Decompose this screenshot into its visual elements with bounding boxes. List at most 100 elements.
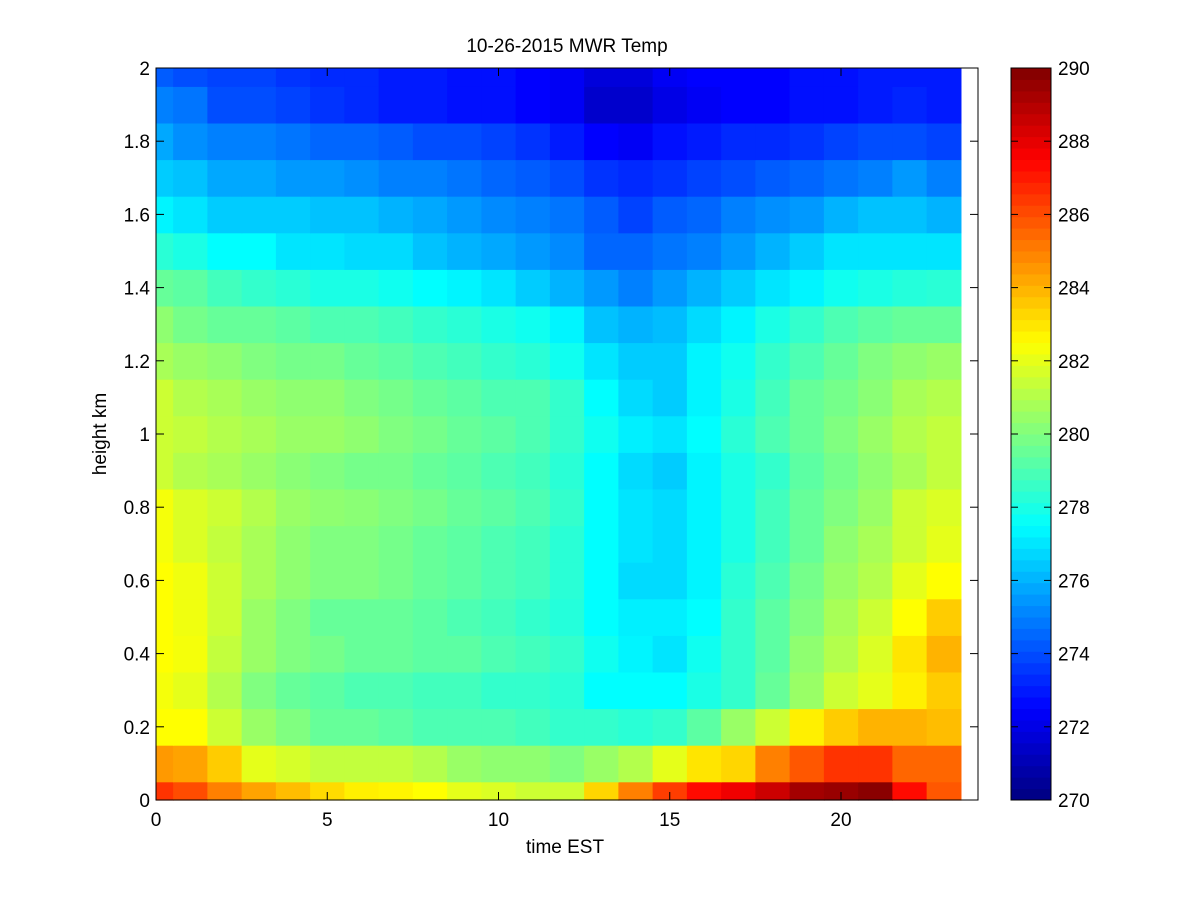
heatmap-cell [344,86,380,124]
heatmap-cell [412,379,448,417]
heatmap-cell [412,68,448,87]
colorbar-swatch [1011,479,1051,492]
heatmap-cell [481,269,517,307]
colorbar-swatch [1011,125,1051,138]
heatmap-cell [275,488,311,527]
heatmap-cell [310,598,345,636]
heatmap-cell [858,68,893,87]
heatmap-cell [926,635,962,673]
heatmap-cell [755,68,791,87]
heatmap-cell [378,68,414,87]
heatmap-cell [481,232,517,270]
colorbar-swatch [1011,639,1051,652]
x-tick-label: 0 [151,810,162,831]
heatmap-cell [721,305,756,344]
heatmap-cell [447,488,482,527]
heatmap-cell [789,68,825,87]
heatmap-cell [344,232,380,270]
heatmap-cell [686,68,722,87]
heatmap-cell [481,562,517,600]
heatmap-cell [755,122,791,161]
heatmap-cell [721,781,756,801]
heatmap-cell [241,415,277,453]
x-axis-label: time EST [526,837,605,858]
colorbar-swatch [1011,605,1051,618]
heatmap-cell [412,598,448,636]
y-tick-label: 1.6 [124,205,150,226]
heatmap-cell [584,452,619,490]
heatmap-cell [515,232,551,270]
heatmap-cell [241,452,277,490]
heatmap-cell [652,671,688,710]
heatmap-cell [515,488,551,527]
heatmap-cell [173,635,208,673]
heatmap-cell [481,635,517,673]
heatmap-cell [447,781,482,801]
colorbar-swatch [1011,285,1051,298]
heatmap-cell [686,488,722,527]
heatmap-cell [755,488,791,527]
heatmap-cell [652,415,688,453]
heatmap-cell [515,122,551,161]
heatmap-cell [549,525,585,563]
heatmap-cell [652,598,688,636]
heatmap-cell [652,745,688,783]
colorbar-swatch [1011,594,1051,607]
heatmap-cell [549,159,585,197]
heatmap-cell [686,232,722,270]
colorbar-tick-label: 276 [1058,571,1090,592]
heatmap-cell [447,269,482,307]
heatmap-cell [275,452,311,490]
heatmap-cell [858,305,893,344]
heatmap-cell [207,562,243,600]
heatmap-cell [584,745,619,783]
heatmap-cell [156,415,174,453]
heatmap-cell [926,342,962,380]
colorbar-swatch [1011,456,1051,469]
heatmap-cell [686,452,722,490]
colorbar-swatch [1011,765,1051,778]
heatmap-cell [652,635,688,673]
heatmap-cell [241,379,277,417]
heatmap-cell [618,635,654,673]
y-axis: 0 0.2 0.4 0.6 0.8 1 1.2 1.4 1.6 1.8 2 [124,59,978,812]
heatmap-cell [549,269,585,307]
heatmap-cell [926,269,962,307]
heatmap-cell [241,671,277,710]
heatmap-cell [412,415,448,453]
heatmap-cell [755,86,791,124]
heatmap-cell [686,305,722,344]
heatmap-cell [207,525,243,563]
heatmap-cell [515,598,551,636]
heatmap-cell [481,781,517,801]
heatmap-cell [447,342,482,380]
heatmap-cell [652,122,688,161]
heatmap-cell [892,452,928,490]
heatmap-cell [892,86,928,124]
heatmap-cell [310,562,345,600]
heatmap-cell [755,525,791,563]
heatmap-cell [515,671,551,710]
heatmap-cell [481,196,517,234]
heatmap-cell [241,781,277,801]
heatmap-cell [275,562,311,600]
heatmap-cell [378,598,414,636]
heatmap-cell [344,598,380,636]
colorbar-tick-label: 280 [1058,425,1090,446]
colorbar-tick-label: 288 [1058,132,1090,153]
x-axis: 0 5 10 15 20 [151,68,852,831]
colorbar-swatch [1011,445,1051,458]
heatmap-cell [618,159,654,197]
colorbar-swatch [1011,399,1051,412]
heatmap-cell [686,708,722,746]
heatmap-cell [241,159,277,197]
heatmap-cell [584,342,619,380]
heatmap-cell [926,232,962,270]
heatmap-cell [823,159,859,197]
colorbar-swatch [1011,777,1051,790]
heatmap-cell [156,781,174,801]
heatmap-cell [789,159,825,197]
heatmap-cell [241,525,277,563]
colorbar-swatch [1011,628,1051,641]
heatmap-cell [412,232,448,270]
